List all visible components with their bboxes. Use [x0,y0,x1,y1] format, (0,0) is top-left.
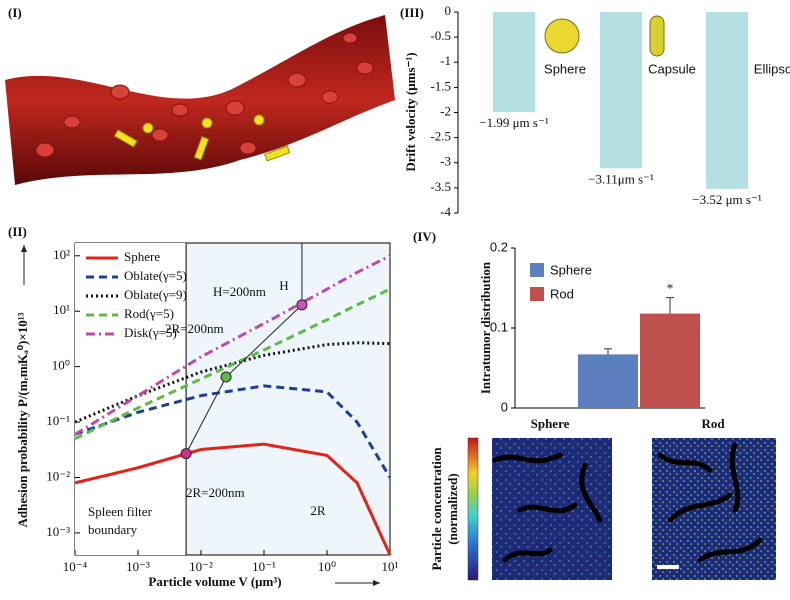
x-tick-label: 10⁰ [318,559,336,574]
y-tick-label: -1 [440,53,451,68]
y-tick-label: -2 [440,103,451,118]
annotation: H [279,278,288,293]
legend-label: Sphere [124,249,160,264]
legend-label: Rod [550,286,574,301]
bar [493,12,535,112]
annotation: 2R=200nm [165,321,224,336]
annotation: 2R=200nm [186,485,245,500]
legend-label: Disk(γ=5) [124,325,177,340]
y-tick-label: -0.5 [430,28,451,43]
marker [180,448,192,460]
y-tick-label: 0 [445,3,452,18]
image-title: Sphere [531,416,570,431]
y-tick-label: -1.5 [430,78,451,93]
annotation: boundary [88,522,138,537]
heatmaps [467,437,776,581]
y-axis-label: Intratumor distribution [478,261,493,394]
colorbar-label: (normalized) [445,473,460,544]
y-tick-label: 10⁻² [46,468,70,483]
value-label: −3.52 μm s⁻¹ [692,192,762,207]
bar [600,12,642,169]
series-line [74,442,392,556]
legend-label: Rod(γ=5) [124,306,174,321]
y-tick-label: 0.1 [490,319,508,334]
category-label: Capsule [648,61,696,76]
x-tick-label: 10⁻⁴ [63,559,88,574]
x-axis-label: Particle volume V (μm³) [148,574,281,589]
legend-swatch [530,263,544,277]
value-label: −3.11μm s⁻¹ [588,171,654,186]
y-tick-label: 10⁻¹ [46,413,70,428]
bar [640,313,700,408]
annotation: 2R [310,503,326,518]
panel-label: (III) [400,5,424,20]
x-tick-label: 10⁻³ [126,559,150,574]
series-line [74,254,391,436]
panel-label: (II) [8,224,27,239]
y-axis-label: Drift velocity (μms⁻¹) [403,52,418,171]
y-tick-label: -2.5 [430,129,451,144]
bar [578,354,638,408]
bar [706,12,748,189]
y-tick-label: 0.2 [490,239,508,254]
annotation: Spleen filter [88,504,153,519]
y-tick-label: 10² [53,247,70,262]
x-tick-label: 10⁻² [189,559,213,574]
vessel-illustration [5,15,395,185]
legend-label: Oblate(γ=9) [124,287,187,302]
series-line [74,341,391,424]
y-tick-label: 10⁻³ [46,524,70,539]
y-tick-label: 10⁰ [52,358,70,373]
significance: * [667,281,674,296]
x-tick-label: 10¹ [382,559,399,574]
marker [220,371,232,383]
annotation: H=200nm [213,284,266,299]
panel-label: (I) [8,5,22,20]
y-tick-label: 10¹ [53,302,70,317]
marker [296,299,308,311]
y-tick-label: 0 [501,399,508,414]
legend-swatch [530,287,544,301]
image-title: Rod [701,416,725,431]
panel-label: (IV) [413,229,436,244]
y-axis-label: Adhesion probability P/(mᵣmₗKₐ⁰)×10¹³ [15,312,30,527]
colorbar-label: Particle concentration [429,447,444,571]
legend-label: Sphere [550,262,592,277]
y-tick-label: -4 [440,204,451,219]
category-label: Ellipsoid [754,61,790,76]
x-tick-label: 10⁻¹ [252,559,276,574]
series-line [74,287,391,441]
legend-label: Oblate(γ=5) [124,268,187,283]
value-label: −1.99 μm s⁻¹ [479,115,549,130]
y-tick-label: -3.5 [430,179,451,194]
category-label: Sphere [544,61,586,76]
y-tick-label: -3 [440,154,451,169]
series-line [74,384,392,479]
